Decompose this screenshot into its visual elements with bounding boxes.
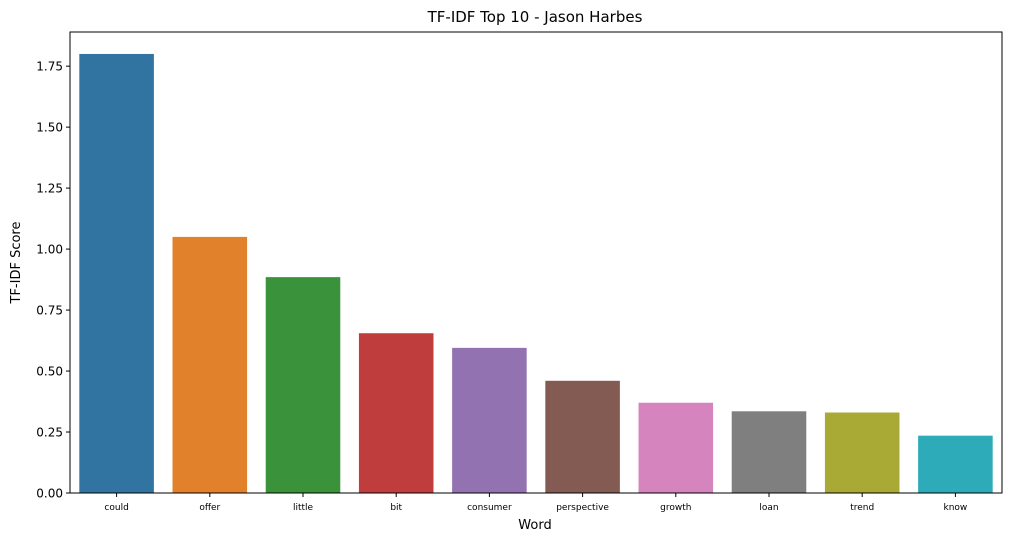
bar-could xyxy=(79,53,154,493)
bar-consumer xyxy=(452,347,527,493)
bar-bit xyxy=(358,333,434,493)
x-tick-label: perspective xyxy=(556,503,609,513)
y-axis-title: TF-IDF Score xyxy=(9,222,24,305)
x-tick-label: know xyxy=(944,503,968,513)
bar-perspective xyxy=(545,380,620,493)
y-tick-label: 0.75 xyxy=(36,304,63,318)
y-axis: 0.00 0.25 0.50 0.75 1.00 1.25 1.50 1.75 xyxy=(36,60,70,501)
x-axis: could offer little bit consumer perspective gr… xyxy=(104,493,967,513)
bar-loan xyxy=(731,411,807,493)
x-tick-label: consumer xyxy=(467,503,512,513)
y-tick-label: 1.75 xyxy=(36,60,63,74)
y-tick-label: 0.25 xyxy=(36,426,63,440)
y-tick-label: 0.00 xyxy=(36,487,63,501)
bar-growth xyxy=(638,402,714,493)
bar-little xyxy=(265,277,341,493)
x-tick-label: offer xyxy=(199,503,220,513)
x-tick-label: trend xyxy=(850,503,874,513)
y-tick-label: 1.50 xyxy=(36,121,63,135)
bar-offer xyxy=(172,236,248,493)
chart-title: TF-IDF Top 10 - Jason Harbes xyxy=(427,8,643,26)
bar-trend xyxy=(824,412,900,493)
y-tick-label: 1.25 xyxy=(36,182,63,196)
x-axis-title: Word xyxy=(518,518,551,533)
x-tick-label: could xyxy=(104,503,128,513)
x-tick-label: bit xyxy=(390,503,402,513)
bar-know xyxy=(918,435,993,493)
x-tick-label: little xyxy=(293,503,314,513)
bars-group xyxy=(79,53,993,493)
y-tick-label: 1.00 xyxy=(36,243,63,257)
y-tick-label: 0.50 xyxy=(36,365,63,379)
x-tick-label: loan xyxy=(759,503,778,513)
x-tick-label: growth xyxy=(660,503,691,513)
plot-frame xyxy=(69,31,1003,494)
